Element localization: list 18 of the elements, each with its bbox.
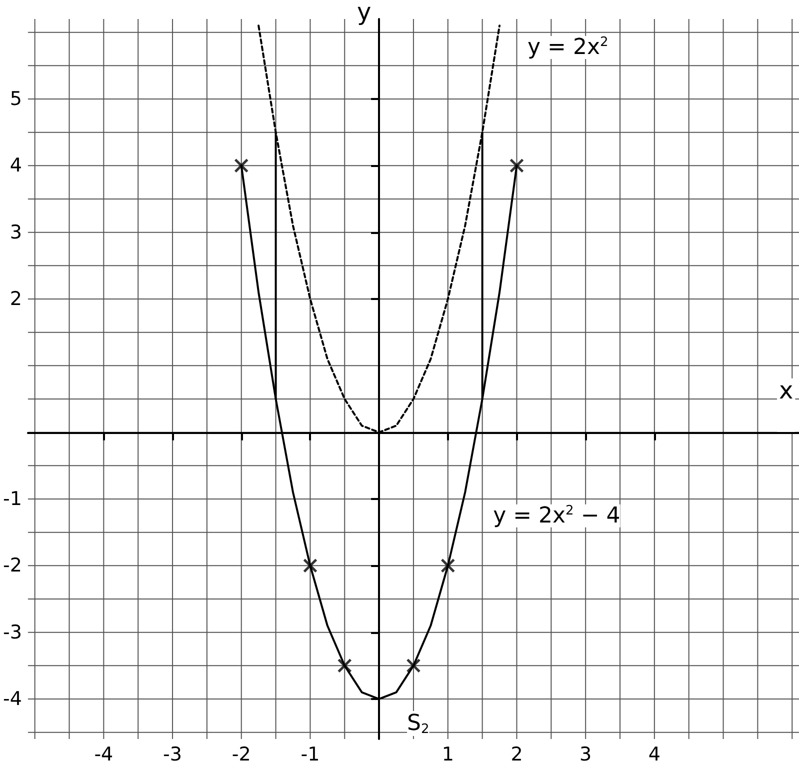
y-tick-label: -2 bbox=[2, 554, 22, 577]
x-tick-label: 4 bbox=[648, 744, 660, 764]
x-tick-label: 2 bbox=[510, 744, 523, 764]
x-tick-label: -1 bbox=[300, 744, 320, 764]
x-tick-label: -2 bbox=[232, 744, 251, 764]
y-tick-label: -4 bbox=[2, 688, 22, 710]
x-tick-label: 1 bbox=[442, 744, 454, 764]
y-tick-label: -3 bbox=[2, 621, 22, 644]
x-tick-label: 3 bbox=[580, 744, 592, 764]
y-tick-label: 2 bbox=[10, 288, 22, 310]
x-axis-title: x bbox=[779, 376, 794, 404]
y-tick-label: 3 bbox=[10, 221, 22, 244]
x-tick-label: -3 bbox=[163, 744, 182, 764]
y-tick-label: -1 bbox=[2, 488, 22, 510]
y-tick-label: 4 bbox=[10, 154, 22, 177]
x-tick-label: -4 bbox=[94, 744, 114, 764]
y-axis-title: y bbox=[356, 0, 372, 26]
y-tick-label: 5 bbox=[10, 88, 22, 110]
